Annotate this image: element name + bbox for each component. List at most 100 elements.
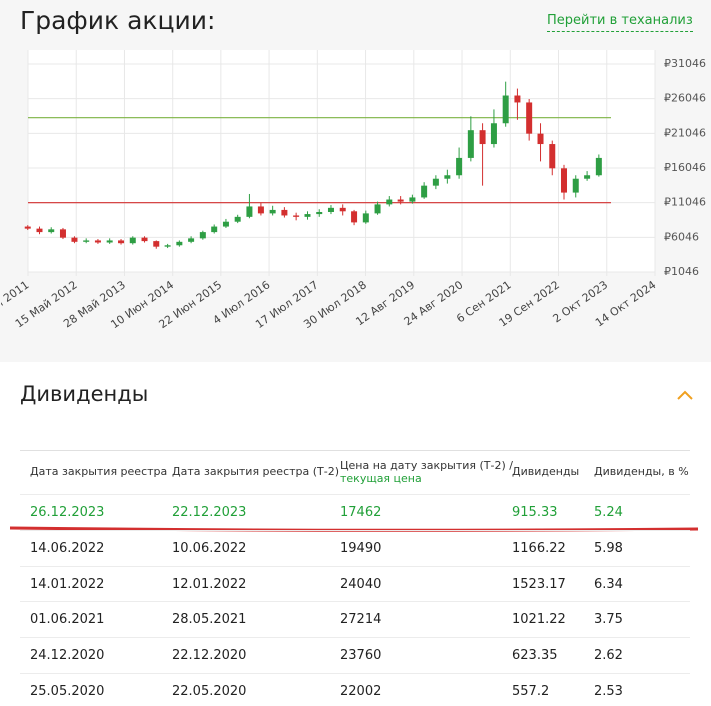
candle-body [467,130,474,158]
candle-body [118,240,125,244]
table-cell: 1523.17 [512,576,566,592]
y-tick-label: ₽11046 [664,196,706,209]
candle-body [595,157,602,176]
table-row [20,601,690,603]
table-cell: 3.75 [594,612,623,628]
y-tick-label: ₽26046 [664,92,706,105]
table-cell: 1021.22 [512,612,566,628]
candle-body [316,211,323,215]
candle-body [537,133,544,145]
table-cell: 623.35 [512,648,558,664]
table-row [20,565,690,567]
candle-body [48,229,55,233]
candle-body [456,157,463,176]
table-cell: 26.12.2023 [30,505,105,520]
candle-body [432,178,439,186]
table-cell: 14.06.2022 [30,540,105,556]
candle-body [479,130,486,145]
techanalysis-link[interactable]: Перейти в теханализ [547,13,693,32]
candle-body [222,221,229,227]
y-tick-label: ₽1046 [664,265,699,278]
candle-body [188,238,195,242]
candle-body [94,240,101,243]
candle-body [106,240,113,243]
candle-body [211,226,218,233]
column-header: Дивиденды, в % [594,465,689,478]
table-cell: 6.34 [594,576,623,592]
candle-body [293,215,300,217]
table-cell: 2.62 [594,648,623,664]
left-mask [0,277,1,357]
candle-body [199,232,206,239]
table-cell: 22.12.2020 [172,648,247,664]
candle-body [444,175,451,179]
candle-body [584,175,591,179]
candle-body [153,241,160,247]
table-cell: 14.01.2022 [30,576,105,592]
table-cell: 5.24 [594,505,623,520]
table-row [20,637,690,639]
candle-body [409,197,416,202]
candle-body [561,168,568,193]
candle-body [129,237,136,244]
candle-body [246,206,253,217]
table-border [20,450,690,451]
candle-body [281,209,288,216]
table-cell: 915.33 [512,505,558,520]
table-cell: 22002 [340,684,382,699]
table-cell: 17462 [340,505,382,520]
y-tick-label: ₽21046 [664,126,706,139]
table-cell: 28.05.2021 [172,612,247,628]
table-cell: 5.98 [594,540,623,556]
candle-body [24,226,31,229]
table-cell: 12.01.2022 [172,576,247,592]
candle-body [304,214,311,217]
y-tick-label: ₽6046 [664,230,699,243]
candle-body [397,199,404,202]
table-row [20,529,690,531]
candle-body [362,213,369,223]
column-header: Дивиденды [512,465,580,478]
page-title: График акции: [20,6,216,35]
candle-body [514,95,521,103]
candle-body [421,185,428,198]
table-cell: 2.53 [594,684,623,699]
table-cell: 557.2 [512,684,550,699]
column-header: Дата закрытия реестра (Т-2) [172,465,340,478]
candle-body [572,178,579,193]
table-cell: 24040 [340,576,382,592]
candle-body [339,207,346,212]
candle-body [257,206,264,214]
candle-body [374,204,381,214]
candle-body [164,245,171,247]
collapse-button[interactable] [675,389,695,403]
y-tick-label: ₽16046 [664,161,706,174]
candle-body [176,241,183,246]
table-cell: 19490 [340,540,382,556]
table-cell: 25.05.2020 [30,684,105,699]
table-cell: 1166.22 [512,540,566,556]
candle-body [327,207,334,212]
candle-body [83,240,90,242]
candle-body [386,199,393,205]
candle-body [269,209,276,214]
table-cell: 24.12.2020 [30,648,105,664]
candle-body [502,95,509,124]
candle-body [526,102,533,134]
plot-area [28,50,655,272]
candle-body [234,216,241,222]
table-row [20,673,690,674]
candle-body [71,237,78,242]
table-row [20,494,690,495]
y-tick-label: ₽31046 [664,57,706,70]
section-title: Дивиденды [20,382,149,406]
table-cell: 10.06.2022 [172,540,247,556]
table-cell: 22.12.2023 [172,505,247,520]
table-cell: 23760 [340,648,382,664]
column-header: Цена на дату закрытия (Т-2) / [340,459,513,472]
table-cell: 27214 [340,612,382,628]
candle-body [351,211,358,223]
candle-body [141,237,148,242]
candle-body [59,229,66,238]
